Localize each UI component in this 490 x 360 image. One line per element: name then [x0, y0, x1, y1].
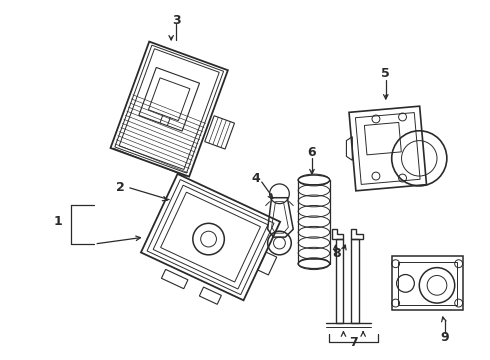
Text: 2: 2 [116, 181, 124, 194]
Text: 7: 7 [349, 336, 358, 349]
Text: 4: 4 [251, 171, 260, 185]
Text: 5: 5 [381, 67, 390, 80]
Text: 8: 8 [332, 247, 341, 260]
Text: 6: 6 [308, 146, 316, 159]
Text: 9: 9 [441, 331, 449, 344]
Text: 3: 3 [172, 14, 180, 27]
Text: 1: 1 [53, 215, 62, 228]
